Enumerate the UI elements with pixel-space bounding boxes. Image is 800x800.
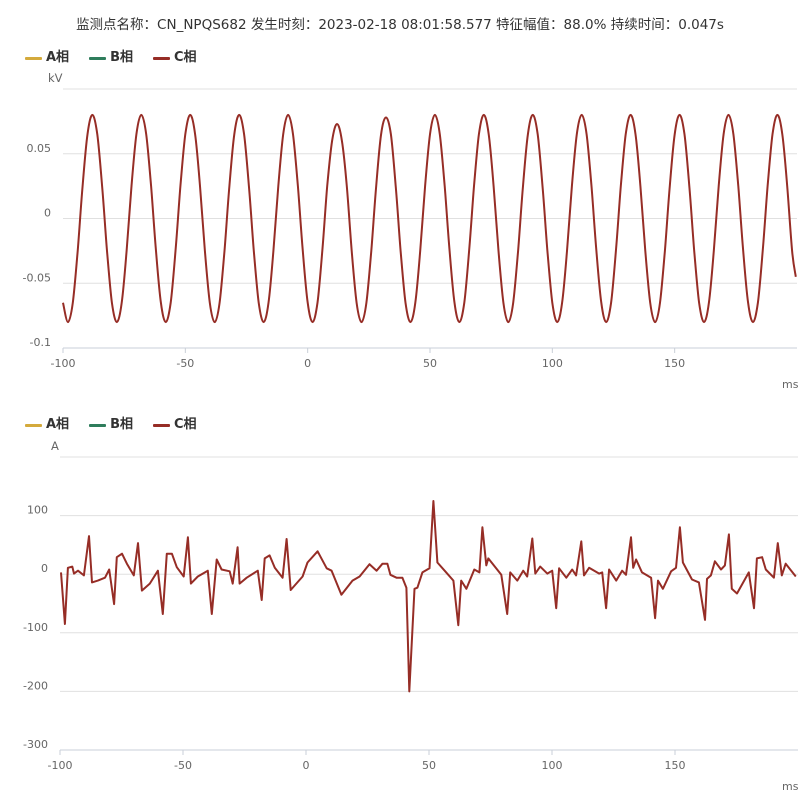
x-axis-unit: ms xyxy=(782,780,799,793)
y-tick-label: -300 xyxy=(23,738,48,751)
current-legend: A相 B相 C相 xyxy=(25,417,217,433)
y-axis-unit: kV xyxy=(48,71,63,85)
x-tick-label: 50 xyxy=(423,357,437,370)
x-tick-label: 100 xyxy=(542,357,563,370)
legend-line-icon xyxy=(152,423,170,427)
legend-label: B相 xyxy=(110,50,133,65)
y-axis-unit: A xyxy=(51,439,59,453)
x-axis-unit: ms xyxy=(782,378,799,391)
legend-line-icon xyxy=(25,423,42,427)
legend-item-a[interactable]: A相 xyxy=(25,417,69,433)
y-tick-label: -0.1 xyxy=(30,336,51,349)
legend-item-c[interactable]: C相 xyxy=(152,417,197,433)
legend-line-icon xyxy=(89,423,107,427)
y-tick-label: 0 xyxy=(41,562,48,575)
y-tick-label: -0.05 xyxy=(23,271,51,284)
x-tick-label: -100 xyxy=(51,357,76,370)
x-tick-label: 100 xyxy=(542,759,563,772)
x-tick-label: -50 xyxy=(174,759,192,772)
x-tick-label: 0 xyxy=(303,759,310,772)
chart-title: 监测点名称：CN_NPQS682 发生时刻：2023-02-18 08:01:5… xyxy=(76,17,724,33)
x-tick-label: -100 xyxy=(48,759,73,772)
series-line-c xyxy=(60,500,797,693)
voltage-legend: A相 B相 C相 xyxy=(25,50,217,66)
x-tick-label: 150 xyxy=(664,357,685,370)
legend-item-b[interactable]: B相 xyxy=(89,417,133,433)
y-tick-label: 100 xyxy=(27,504,48,517)
series-line-c xyxy=(62,113,797,324)
legend-label: B相 xyxy=(110,417,133,432)
legend-label: A相 xyxy=(46,50,70,65)
x-tick-label: 0 xyxy=(304,357,311,370)
x-tick-label: 50 xyxy=(422,759,436,772)
x-tick-label: 150 xyxy=(665,759,686,772)
legend-item-a[interactable]: A相 xyxy=(25,50,69,66)
legend-item-b[interactable]: B相 xyxy=(89,50,133,66)
y-tick-label: 0.05 xyxy=(27,142,52,155)
legend-label: C相 xyxy=(173,50,197,65)
voltage-chart: 0.05 0 -0.05 -0.1-100 -50 0 50 100 150 kV ms xyxy=(23,71,799,391)
legend-line-icon xyxy=(152,56,170,60)
y-tick-label: -100 xyxy=(23,621,48,634)
legend-line-icon xyxy=(89,56,107,60)
legend-label: C相 xyxy=(173,417,197,432)
x-tick-label: -50 xyxy=(176,357,194,370)
y-tick-label: -200 xyxy=(23,679,48,692)
legend-item-c[interactable]: C相 xyxy=(152,50,197,66)
legend-line-icon xyxy=(25,56,42,60)
legend-label: A相 xyxy=(46,417,70,432)
y-tick-label: 0 xyxy=(44,207,51,220)
